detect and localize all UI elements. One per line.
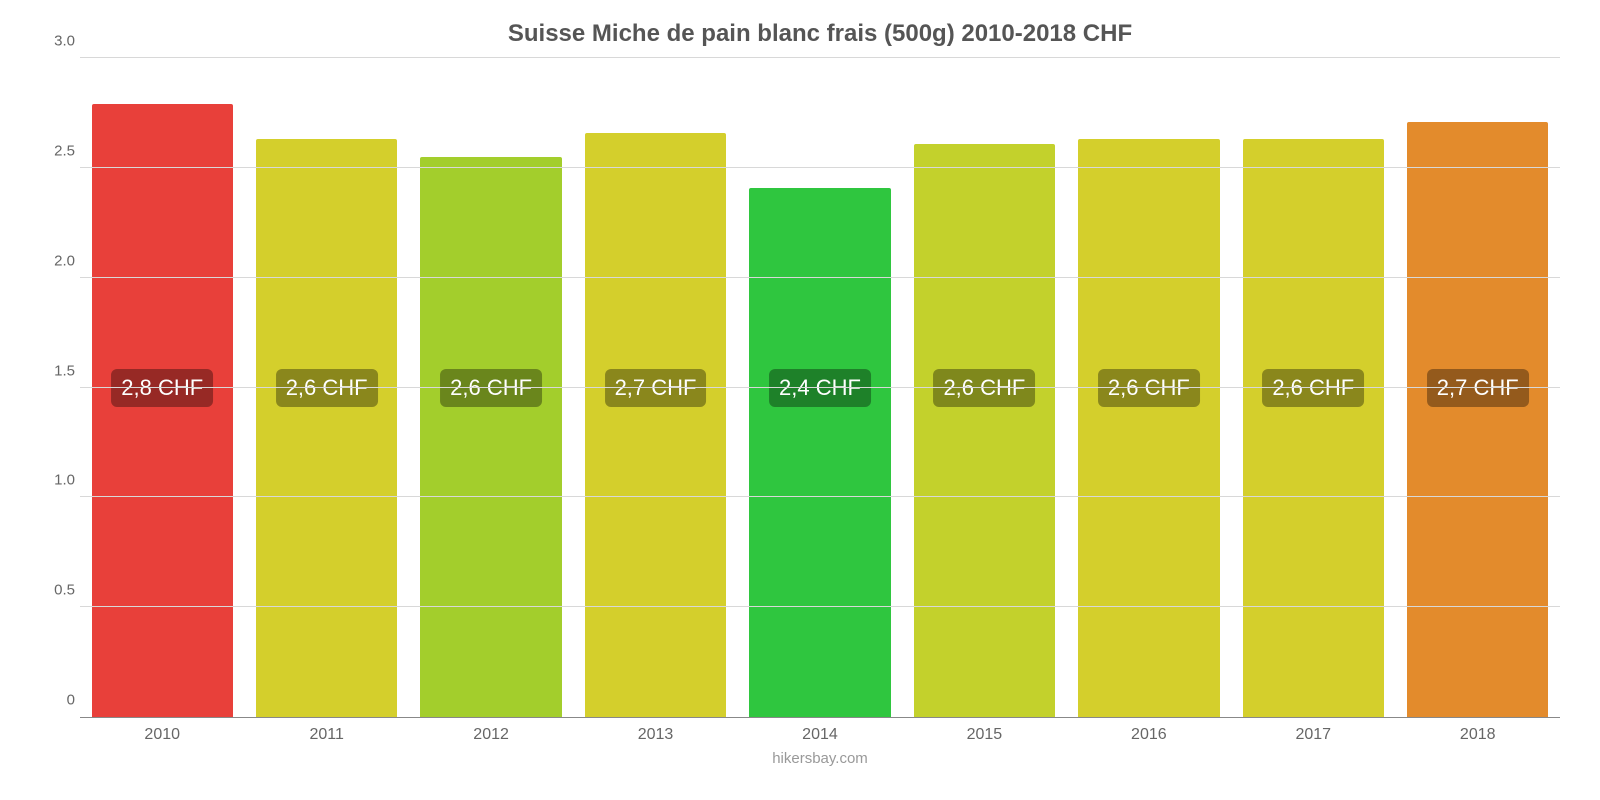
bar-slot: 2,7 CHF [573, 58, 737, 717]
grid-line [80, 496, 1560, 497]
bar: 2,7 CHF [585, 133, 726, 717]
bar-slot: 2,6 CHF [409, 58, 573, 717]
x-tick-label: 2011 [244, 726, 408, 744]
grid-line [80, 387, 1560, 388]
y-tick-label: 0 [35, 692, 75, 709]
x-tick-label: 2010 [80, 726, 244, 744]
bar-value-label: 2,6 CHF [276, 369, 378, 407]
bar-slot: 2,6 CHF [244, 58, 408, 717]
bar-value-label: 2,6 CHF [933, 369, 1035, 407]
bar: 2,7 CHF [1407, 122, 1548, 717]
x-tick-label: 2016 [1067, 726, 1231, 744]
grid-line [80, 57, 1560, 58]
bar-slot: 2,6 CHF [1067, 58, 1231, 717]
bar-value-label: 2,7 CHF [1427, 369, 1529, 407]
bar: 2,8 CHF [92, 104, 233, 717]
y-tick-label: 2.0 [35, 252, 75, 269]
x-tick-label: 2012 [409, 726, 573, 744]
bars-row: 2,8 CHF 2,6 CHF 2,6 CHF 2,7 CHF 2,4 CHF 2,6 C… [80, 58, 1560, 717]
y-tick-label: 0.5 [35, 582, 75, 599]
bar-slot: 2,6 CHF [902, 58, 1066, 717]
chart-title: Suisse Miche de pain blanc frais (500g) … [80, 20, 1560, 48]
y-tick-label: 2.5 [35, 142, 75, 159]
bar: 2,6 CHF [420, 157, 561, 717]
x-tick-label: 2018 [1396, 726, 1560, 744]
bar-value-label: 2,4 CHF [769, 369, 871, 407]
bar-value-label: 2,7 CHF [605, 369, 707, 407]
bar: 2,6 CHF [914, 144, 1055, 717]
source-label: hikersbay.com [80, 750, 1560, 767]
bar-value-label: 2,6 CHF [1098, 369, 1200, 407]
x-tick-label: 2013 [573, 726, 737, 744]
bar-slot: 2,6 CHF [1231, 58, 1395, 717]
grid-line [80, 277, 1560, 278]
y-tick-label: 1.5 [35, 362, 75, 379]
bar: 2,6 CHF [1078, 139, 1219, 717]
bar-value-label: 2,8 CHF [111, 369, 213, 407]
bar: 2,6 CHF [256, 139, 397, 717]
bar-slot: 2,7 CHF [1396, 58, 1560, 717]
bar-value-label: 2,6 CHF [440, 369, 542, 407]
grid-line [80, 167, 1560, 168]
bar-value-label: 2,6 CHF [1262, 369, 1364, 407]
y-tick-label: 3.0 [35, 33, 75, 50]
bar-slot: 2,8 CHF [80, 58, 244, 717]
y-tick-label: 1.0 [35, 472, 75, 489]
x-axis: 201020112012201320142015201620172018 [80, 726, 1560, 744]
bar: 2,4 CHF [749, 188, 890, 717]
plot-area: 2,8 CHF 2,6 CHF 2,6 CHF 2,7 CHF 2,4 CHF 2,6 C… [80, 58, 1560, 718]
bar-slot: 2,4 CHF [738, 58, 902, 717]
x-tick-label: 2017 [1231, 726, 1395, 744]
x-tick-label: 2014 [738, 726, 902, 744]
bar: 2,6 CHF [1243, 139, 1384, 717]
chart-container: Suisse Miche de pain blanc frais (500g) … [0, 0, 1600, 800]
grid-line [80, 606, 1560, 607]
x-tick-label: 2015 [902, 726, 1066, 744]
